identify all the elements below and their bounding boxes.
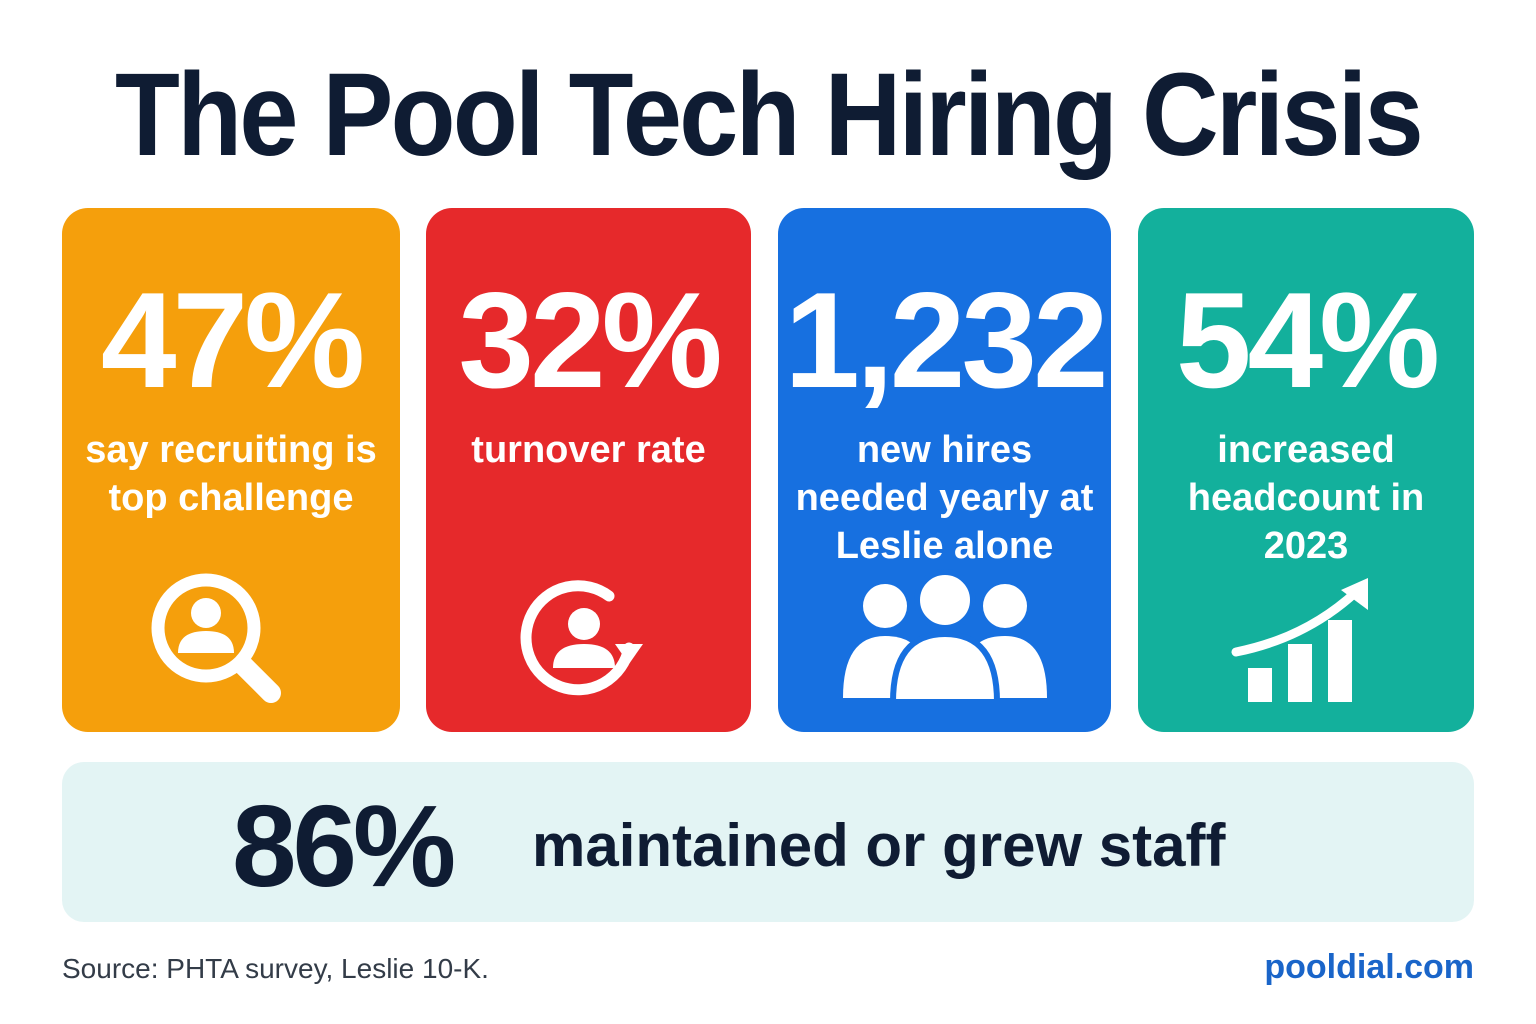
- stat-value: 54%: [1175, 264, 1440, 416]
- banner-label: maintained or grew staff: [532, 812, 1226, 879]
- stat-card-headcount: 54% increased headcount in 2023: [1138, 208, 1474, 732]
- stat-label: new hires needed yearly at Leslie alone: [795, 429, 1094, 567]
- stat-label: say recruiting is top challenge: [85, 429, 377, 519]
- growth-chart-icon: [1231, 578, 1368, 702]
- stat-card-new-hires: 1,232 new hires needed yearly at Leslie …: [778, 208, 1111, 732]
- stat-value: 1,232: [784, 264, 1108, 416]
- banner-value: 86%: [232, 781, 456, 911]
- person-search-icon: [151, 573, 281, 703]
- brand-link[interactable]: pooldial.com: [1264, 948, 1474, 986]
- stat-value: 32%: [458, 264, 722, 416]
- stat-card-turnover: 32% turnover rate: [426, 208, 751, 732]
- stat-label: increased headcount in 2023: [1187, 429, 1425, 567]
- stat-value: 47%: [100, 264, 365, 416]
- summary-banner: 86% maintained or grew staff: [62, 762, 1474, 922]
- page-title: The Pool Tech Hiring Crisis: [115, 49, 1424, 181]
- stat-card-recruiting: 47% say recruiting is top challenge: [62, 208, 400, 732]
- group-icon: [842, 569, 1047, 705]
- stat-label: turnover rate: [471, 429, 706, 471]
- source-note: Source: PHTA survey, Leslie 10-K.: [62, 953, 489, 984]
- person-refresh-icon: [520, 580, 643, 696]
